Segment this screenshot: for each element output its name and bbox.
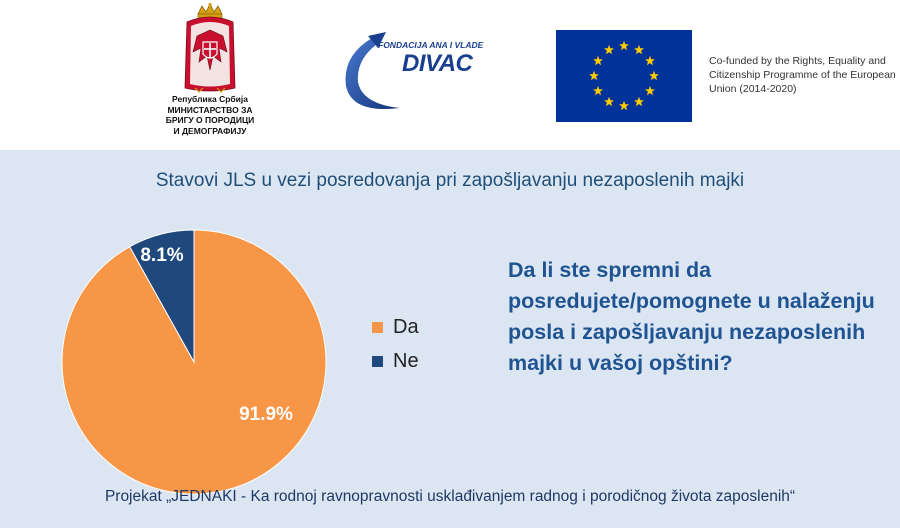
ministry-line-3: БРИГУ О ПОРОДИЦИ: [165, 115, 255, 125]
legend-label-da: Da: [393, 315, 419, 338]
pie-chart: 91.9% 8.1%: [61, 229, 327, 495]
pie-slice-ne: [128, 229, 195, 364]
eu-star: [645, 55, 655, 66]
eu-star: [619, 100, 629, 111]
eu-star: [649, 70, 659, 81]
legend-swatch-da: [372, 321, 383, 333]
ministry-line-4: И ДЕМОГРАФИЈУ: [173, 125, 247, 136]
eu-cofunding-text: Co-funded by the Rights, Equality and Ci…: [709, 55, 896, 95]
divac-name-label: DIVAC: [402, 50, 473, 77]
ministry-logo: Република Србија МИНИСТАРСТВО ЗА БРИГУ О…: [150, 2, 270, 148]
eu-star: [604, 44, 614, 55]
eu-star: [593, 85, 603, 96]
chart-title: Stavovi JLS u vezi posredovanja pri zapo…: [155, 170, 745, 191]
legend: Da Ne: [372, 310, 419, 378]
ministry-line-1: Република Србија: [172, 94, 248, 104]
ministry-line-2: МИНИСТАРСТВО ЗА: [167, 104, 253, 115]
eu-star: [645, 85, 655, 96]
project-footer: Projekat „JEDNAKI - Ka rodnoj ravnopravn…: [104, 488, 796, 505]
survey-question: Da li ste spremni da posredujete/pomogne…: [508, 258, 875, 375]
eu-stars: [589, 40, 659, 111]
eu-flag-icon: [556, 30, 692, 122]
eu-star: [619, 40, 629, 51]
divac-logo: FONDACIJA ANA I VLADE DIVAC: [338, 28, 488, 120]
eu-star: [589, 70, 599, 81]
divac-swoosh-icon: [345, 32, 400, 110]
legend-item-da: Da: [372, 310, 419, 344]
eu-star: [604, 96, 614, 107]
serbian-coat-of-arms-icon: [184, 2, 236, 93]
pie-label-ne: 8.1%: [140, 245, 183, 266]
pie-label-da: 91.9%: [239, 404, 293, 425]
eu-star: [634, 44, 644, 55]
eu-star: [593, 55, 603, 66]
legend-label-ne: Ne: [393, 349, 419, 372]
header: Република Србија МИНИСТАРСТВО ЗА БРИГУ О…: [0, 0, 900, 150]
legend-swatch-ne: [372, 355, 383, 367]
legend-item-ne: Ne: [372, 344, 419, 378]
eu-star: [634, 96, 644, 107]
divac-foundation-label: FONDACIJA ANA I VLADE: [378, 40, 484, 50]
